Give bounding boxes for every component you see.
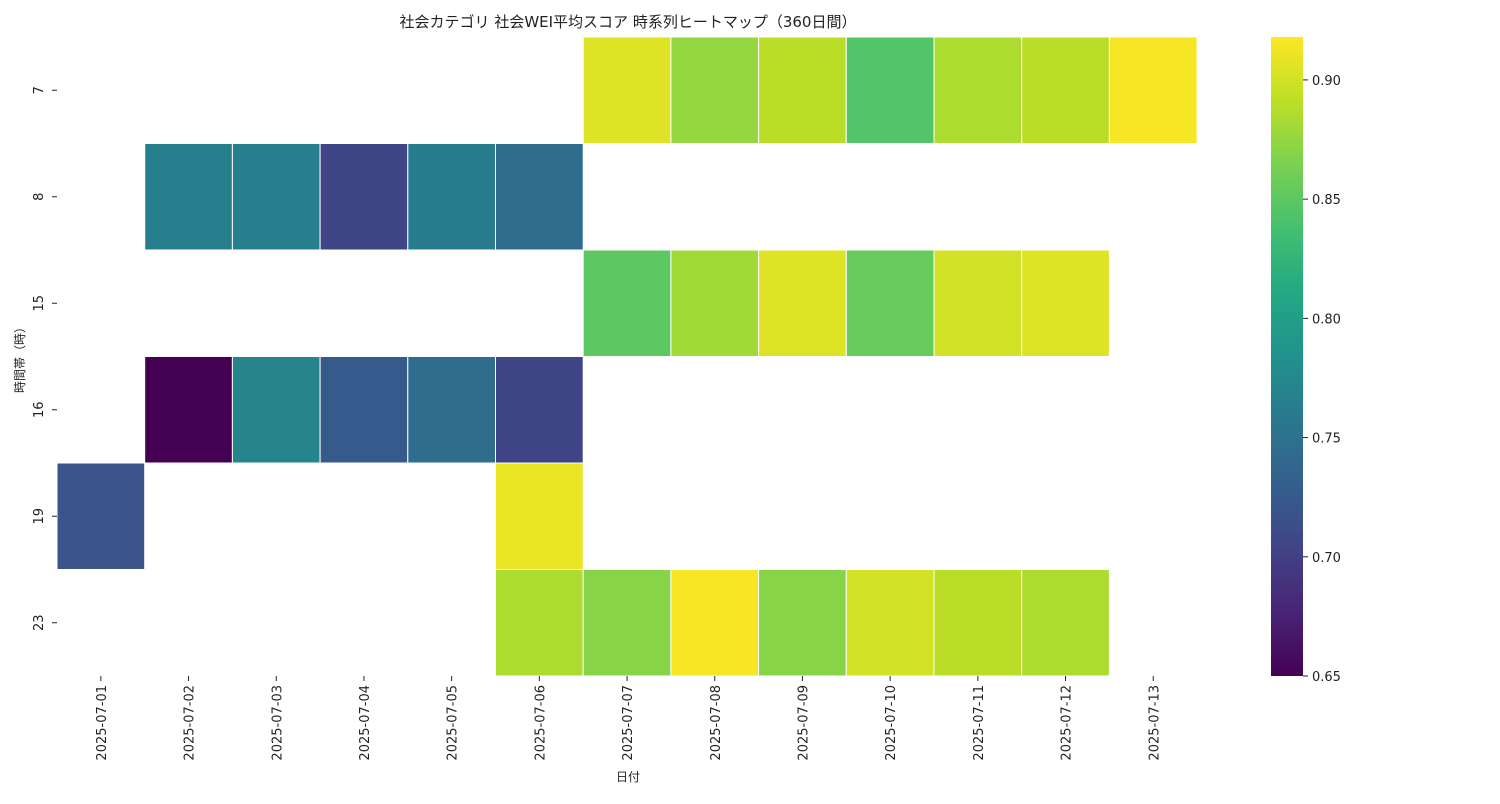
y-tick-label: 19 — [32, 508, 47, 525]
heatmap-cell-15-2025-07-07 — [582, 249, 672, 357]
heatmap-cell-16-2025-07-04 — [319, 356, 409, 464]
colorbar-gradient — [1271, 37, 1303, 676]
heatmap-cell-8-2025-07-06 — [495, 143, 584, 251]
heatmap-cell-23-2025-07-06 — [495, 569, 584, 677]
x-tick-label: 2025-07-02 — [183, 685, 198, 761]
heatmap-cell-8-2025-07-04 — [319, 143, 409, 251]
x-tick-label: 2025-07-13 — [1147, 685, 1162, 761]
x-tick-label: 2025-07-08 — [709, 685, 724, 761]
heatmap-cell-19-2025-07-06 — [495, 462, 584, 570]
colorbar: 0.65 0.70 0.75 0.80 0.85 0.90 — [1271, 37, 1341, 685]
colorbar-tick-label: 0.70 — [1312, 551, 1341, 566]
colorbar-tick-label: 0.90 — [1312, 74, 1341, 89]
x-tick-label: 2025-07-09 — [796, 685, 811, 761]
heatmap-cell-23-2025-07-07 — [582, 569, 672, 677]
x-axis-label: 日付 — [616, 770, 640, 784]
x-tick-label: 2025-07-03 — [270, 685, 285, 761]
x-tick-label: 2025-07-11 — [972, 685, 987, 761]
x-tick-label: 2025-07-07 — [621, 685, 636, 761]
heatmap-cell-7-2025-07-08 — [670, 36, 760, 144]
heatmap-cell-7-2025-07-12 — [1021, 36, 1110, 144]
heatmap-cell-16-2025-07-05 — [407, 356, 496, 464]
y-tick-label: 7 — [32, 86, 47, 94]
heatmap-cell-23-2025-07-10 — [845, 569, 935, 677]
colorbar-tick-label: 0.80 — [1312, 312, 1341, 327]
heatmap-cell-15-2025-07-08 — [670, 249, 760, 357]
heatmap-cell-8-2025-07-02 — [144, 143, 233, 251]
y-tick-label: 15 — [32, 295, 47, 312]
heatmap-cell-15-2025-07-09 — [758, 249, 847, 357]
heatmap-cell-7-2025-07-09 — [758, 36, 847, 144]
colorbar-tick-label: 0.85 — [1312, 193, 1341, 208]
heatmap-cell-19-2025-07-01 — [56, 462, 146, 570]
heatmap-cell-7-2025-07-13 — [1108, 36, 1198, 144]
y-axis-ticks: 7 8 15 16 19 23 — [32, 86, 57, 631]
colorbar-ticks: 0.65 0.70 0.75 0.80 0.85 0.90 — [1303, 74, 1341, 685]
x-tick-label: 2025-07-04 — [358, 685, 373, 761]
heatmap-cell-23-2025-07-09 — [758, 569, 847, 677]
colorbar-tick-label: 0.65 — [1312, 670, 1341, 685]
y-tick-label: 8 — [32, 193, 47, 201]
x-tick-label: 2025-07-12 — [1060, 685, 1075, 761]
heatmap-cell-7-2025-07-07 — [582, 36, 672, 144]
heatmap-cell-16-2025-07-03 — [231, 356, 321, 464]
heatmap-cell-23-2025-07-08 — [670, 569, 760, 677]
y-tick-label: 23 — [32, 614, 47, 631]
x-tick-label: 2025-07-05 — [446, 685, 461, 761]
x-tick-label: 2025-07-10 — [884, 685, 899, 761]
heatmap-cell-23-2025-07-12 — [1021, 569, 1110, 677]
heatmap-cell-8-2025-07-03 — [231, 143, 321, 251]
chart-title: 社会カテゴリ 社会WEI平均スコア 時系列ヒートマップ（360日間） — [400, 13, 857, 31]
colorbar-tick-label: 0.75 — [1312, 432, 1341, 447]
heatmap-cell-15-2025-07-11 — [933, 249, 1023, 357]
heatmap-cell-8-2025-07-05 — [407, 143, 496, 251]
y-axis-label: 時間帯（時） — [13, 321, 27, 393]
x-tick-label: 2025-07-06 — [533, 685, 548, 761]
heatmap-cell-23-2025-07-11 — [933, 569, 1023, 677]
heatmap-cell-7-2025-07-11 — [933, 36, 1023, 144]
heatmap-cell-7-2025-07-10 — [845, 36, 935, 144]
heatmap-cell-16-2025-07-06 — [495, 356, 584, 464]
heatmap-cell-15-2025-07-10 — [845, 249, 935, 357]
heatmap-cells — [56, 36, 1198, 677]
heatmap-cell-16-2025-07-02 — [144, 356, 233, 464]
x-axis-ticks: 2025-07-01 2025-07-02 2025-07-03 2025-07-04… — [95, 676, 1162, 761]
y-tick-label: 16 — [32, 401, 47, 418]
heatmap-cell-15-2025-07-12 — [1021, 249, 1110, 357]
x-tick-label: 2025-07-01 — [95, 685, 110, 761]
